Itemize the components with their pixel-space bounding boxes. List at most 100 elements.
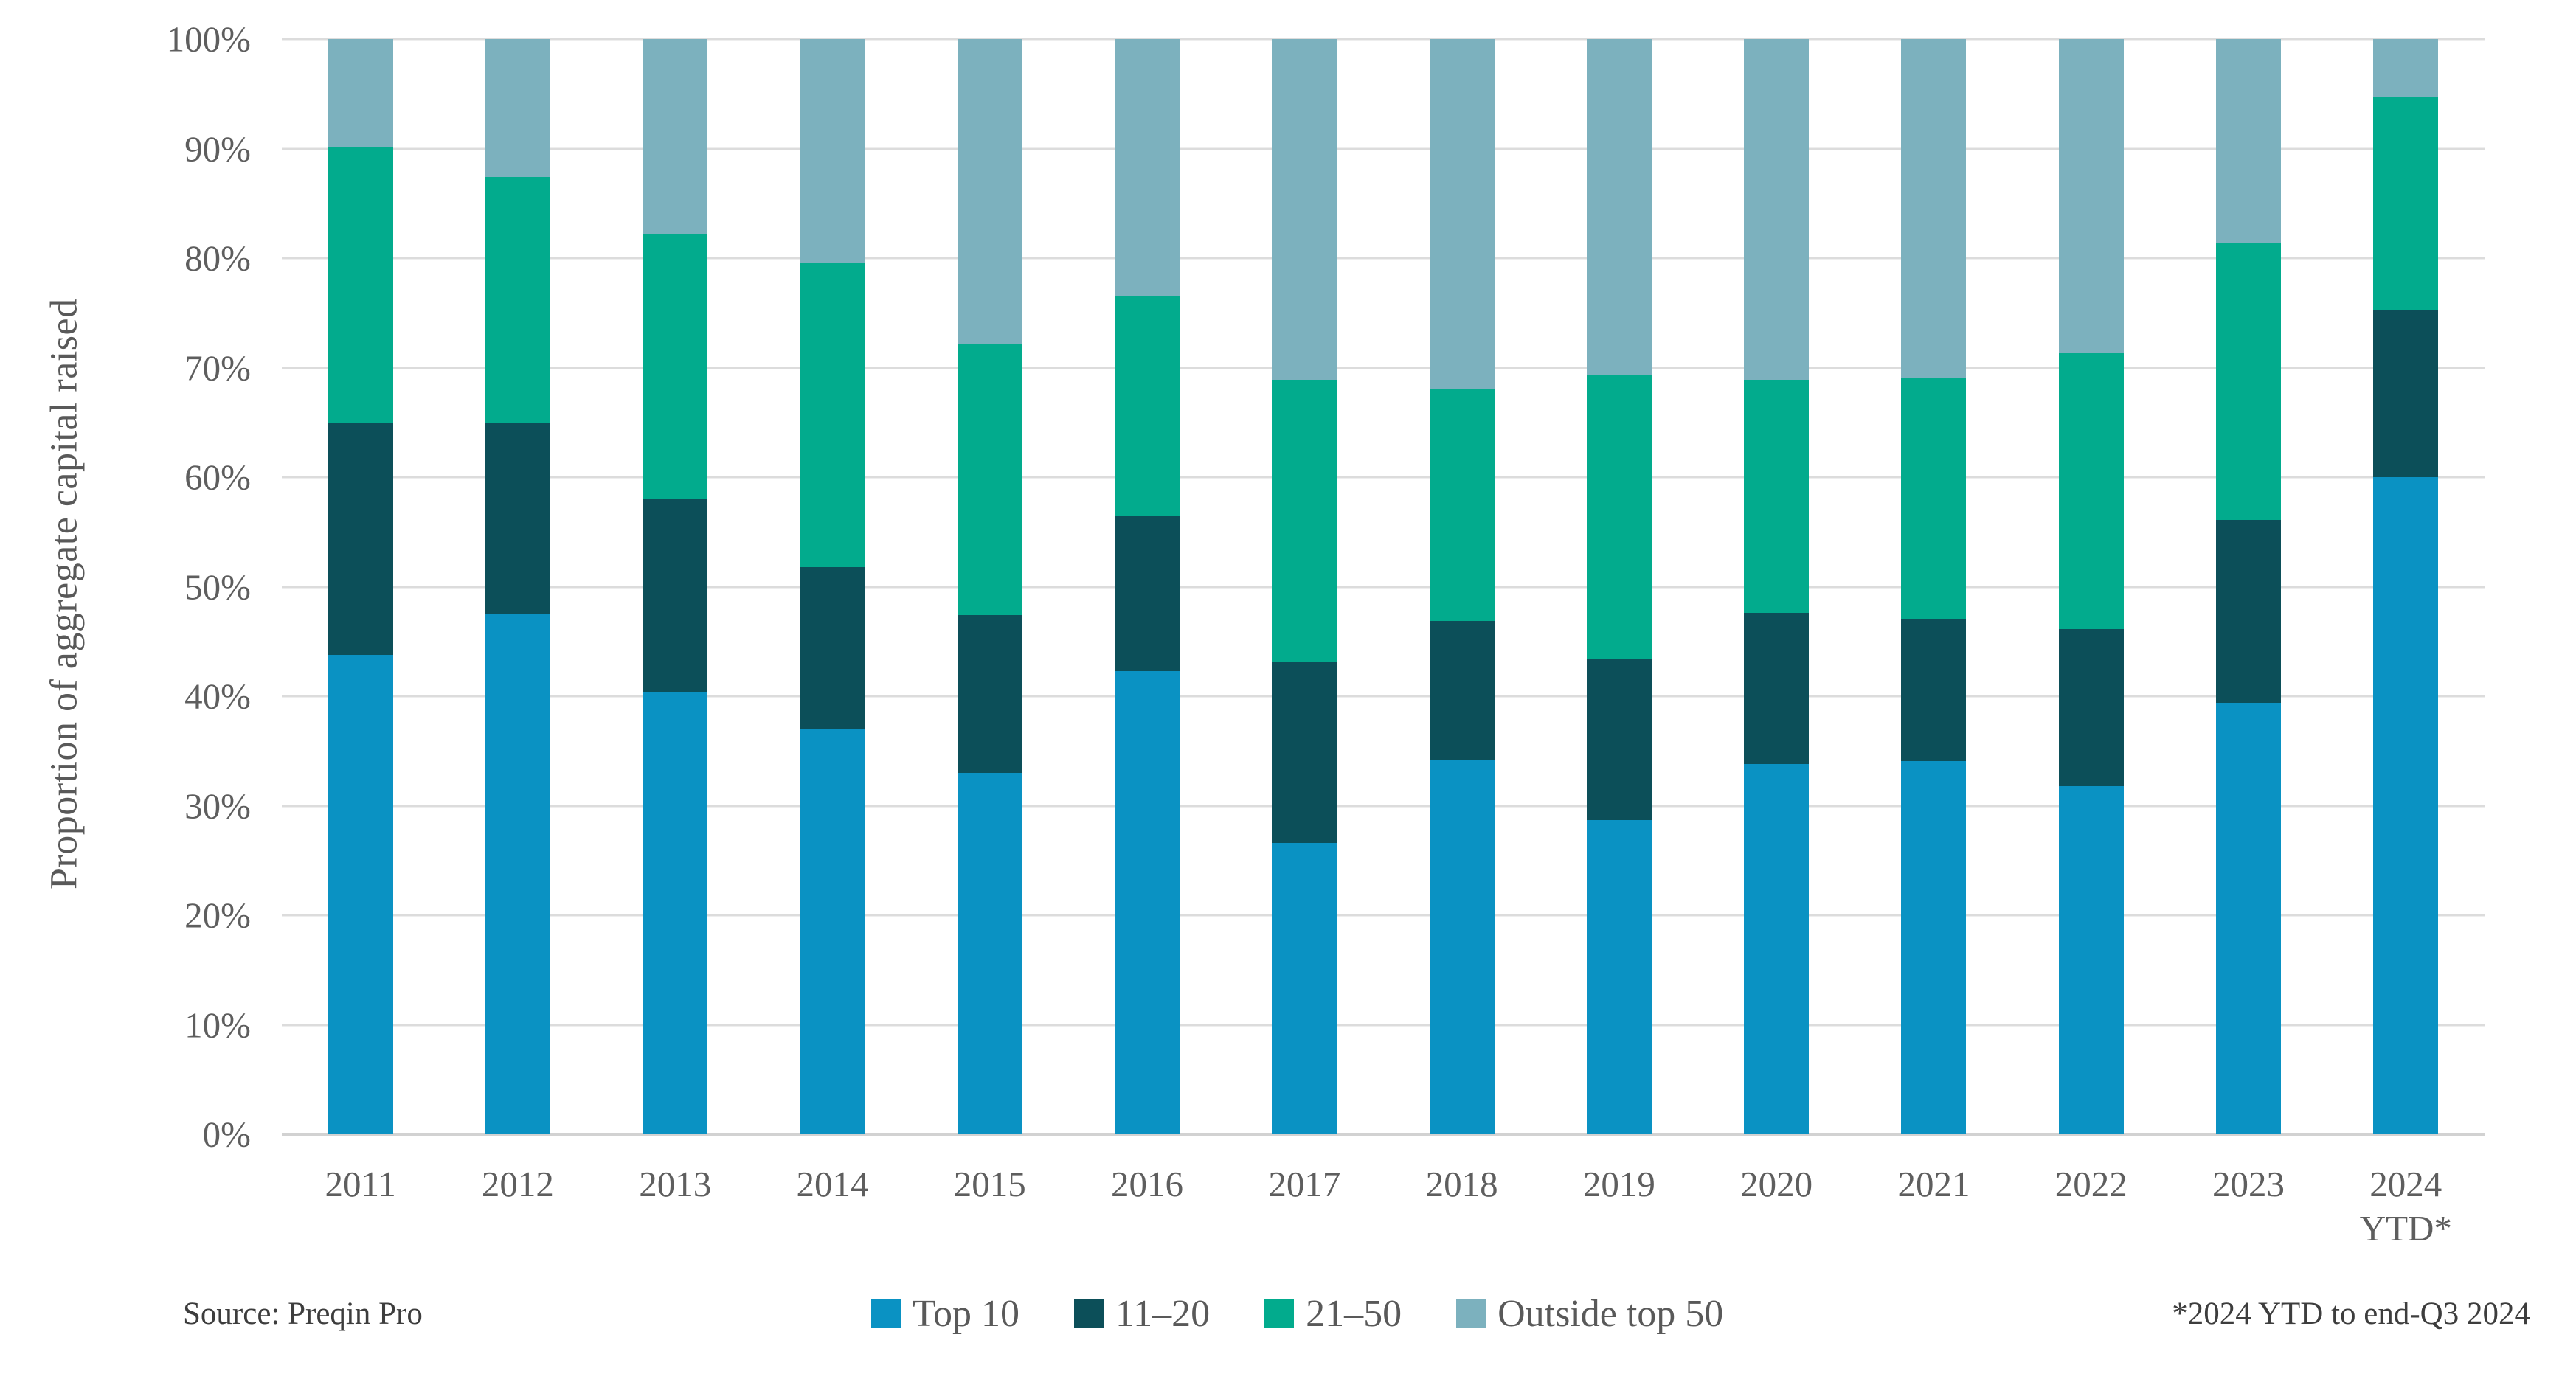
bar-segment-2019-outside-top-50 [1586,39,1652,375]
bar-segment-2013-21-50 [643,234,708,499]
bar-segment-2019-11-20 [1586,659,1652,820]
gridline [282,1024,2485,1026]
legend-item-top-10: Top 10 [870,1292,1019,1336]
y-axis-tick-label: 0% [202,1114,251,1155]
plot-area [282,38,2485,1136]
y-axis-tick-label: 90% [184,128,251,169]
source-text: Source: Preqin Pro [183,1296,423,1331]
bar-segment-2014-outside-top-50 [800,39,865,264]
bar-2016 [1115,39,1180,1134]
bar-slot [2327,39,2485,1134]
x-axis-label-2018: 2018 [1425,1164,1498,1204]
bar-segment-2011-21-50 [328,147,393,423]
legend-swatch-icon [1264,1299,1295,1328]
bar-segment-2013-outside-top-50 [643,39,708,235]
bar-segment-2016-top-10 [1115,670,1180,1134]
x-axis-label-2020: 2020 [1740,1164,1813,1204]
bar-2013 [643,39,708,1134]
y-axis-tick-label: 20% [184,895,251,936]
x-axis-label-2011: 2011 [325,1164,396,1204]
y-axis-tick-label: 40% [184,676,251,717]
legend-swatch-icon [870,1299,901,1328]
bar-segment-2016-21-50 [1115,295,1180,517]
bar-2015 [957,39,1022,1134]
bar-segment-2015-11-20 [957,615,1022,773]
bar-segment-2011-top-10 [328,654,393,1134]
bar-segment-2019-top-10 [1586,819,1652,1134]
bar-segment-2014-11-20 [800,566,865,729]
legend-item-11-20: 11–20 [1074,1292,1210,1336]
bar-segment-2014-21-50 [800,263,865,567]
bar-2014 [800,39,865,1134]
bar-slot [1855,39,2012,1134]
bar-slot [439,39,596,1134]
bar-segment-2023-outside-top-50 [2216,39,2282,243]
bar-segment-2024-11-20 [2373,309,2439,477]
bar-slot [1383,39,1540,1134]
x-axis-label-2015: 2015 [953,1164,1026,1204]
bar-segment-2017-top-10 [1272,843,1337,1134]
bar-2012 [485,39,550,1134]
bar-2024 [2373,39,2439,1134]
bars-container [282,39,2485,1134]
bar-segment-2013-11-20 [643,499,708,692]
y-axis-tick-label: 50% [184,566,251,607]
gridline [282,914,2485,917]
y-axis-tick-label: 10% [184,1004,251,1045]
bar-2021 [1901,39,1967,1134]
bar-segment-2011-11-20 [328,422,393,655]
bar-slot [911,39,1068,1134]
legend-label: Outside top 50 [1498,1292,1724,1335]
bar-segment-2020-11-20 [1744,613,1810,765]
y-axis-tick-label: 80% [184,237,251,279]
gridline [282,476,2485,479]
bar-segment-2023-21-50 [2216,243,2282,520]
bar-slot [597,39,754,1134]
bar-2018 [1429,39,1495,1134]
bar-segment-2018-top-10 [1429,760,1495,1134]
bar-segment-2018-outside-top-50 [1429,39,1495,390]
gridline [282,367,2485,369]
bar-slot [754,39,911,1134]
bar-segment-2023-11-20 [2216,519,2282,703]
bar-segment-2017-outside-top-50 [1272,39,1337,380]
bar-segment-2013-top-10 [643,692,708,1134]
y-axis-tick-labels: 0% 10% 20% 30% 40% 50% 60% 70% 80% 90% 100% [0,19,251,1155]
bar-slot [1068,39,1225,1134]
bar-segment-2024-outside-top-50 [2373,39,2439,97]
x-axis-label-2023: 2023 [2212,1164,2285,1204]
bar-segment-2024-top-10 [2373,477,2439,1134]
bar-segment-2021-outside-top-50 [1901,39,1967,378]
bar-slot [1226,39,1383,1134]
x-axis-label-2024: 2024 YTD* [2359,1164,2452,1249]
x-axis-label-2013: 2013 [639,1164,712,1204]
bar-segment-2018-11-20 [1429,620,1495,760]
chart-footer: Source: Preqin Pro Top 10 11–20 21–50 Outsi… [183,1282,2530,1345]
gridline [282,38,2485,41]
bar-slot [1698,39,1855,1134]
bar-segment-2021-11-20 [1901,618,1967,761]
gridline [282,805,2485,807]
legend-item-outside-top-50: Outside top 50 [1456,1292,1723,1336]
y-axis-tick-label: 60% [184,457,251,498]
bar-segment-2018-21-50 [1429,389,1495,621]
x-axis-label-2022: 2022 [2054,1164,2127,1204]
bar-slot [282,39,439,1134]
legend-label: Top 10 [912,1292,1019,1335]
x-axis-label-2017: 2017 [1268,1164,1341,1204]
bar-segment-2015-outside-top-50 [957,39,1022,345]
bar-segment-2016-11-20 [1115,516,1180,671]
bar-segment-2012-outside-top-50 [485,39,550,178]
bar-segment-2014-top-10 [800,729,865,1134]
bar-segment-2020-top-10 [1744,764,1810,1134]
bar-segment-2020-21-50 [1744,379,1810,614]
bar-2023 [2216,39,2282,1134]
bar-segment-2022-outside-top-50 [2058,39,2124,353]
bar-segment-2022-top-10 [2058,785,2124,1134]
x-axis-label-2016: 2016 [1111,1164,1184,1204]
bar-segment-2024-21-50 [2373,97,2439,310]
legend-swatch-icon [1456,1299,1486,1328]
gridline [282,586,2485,588]
bar-2011 [328,39,393,1134]
